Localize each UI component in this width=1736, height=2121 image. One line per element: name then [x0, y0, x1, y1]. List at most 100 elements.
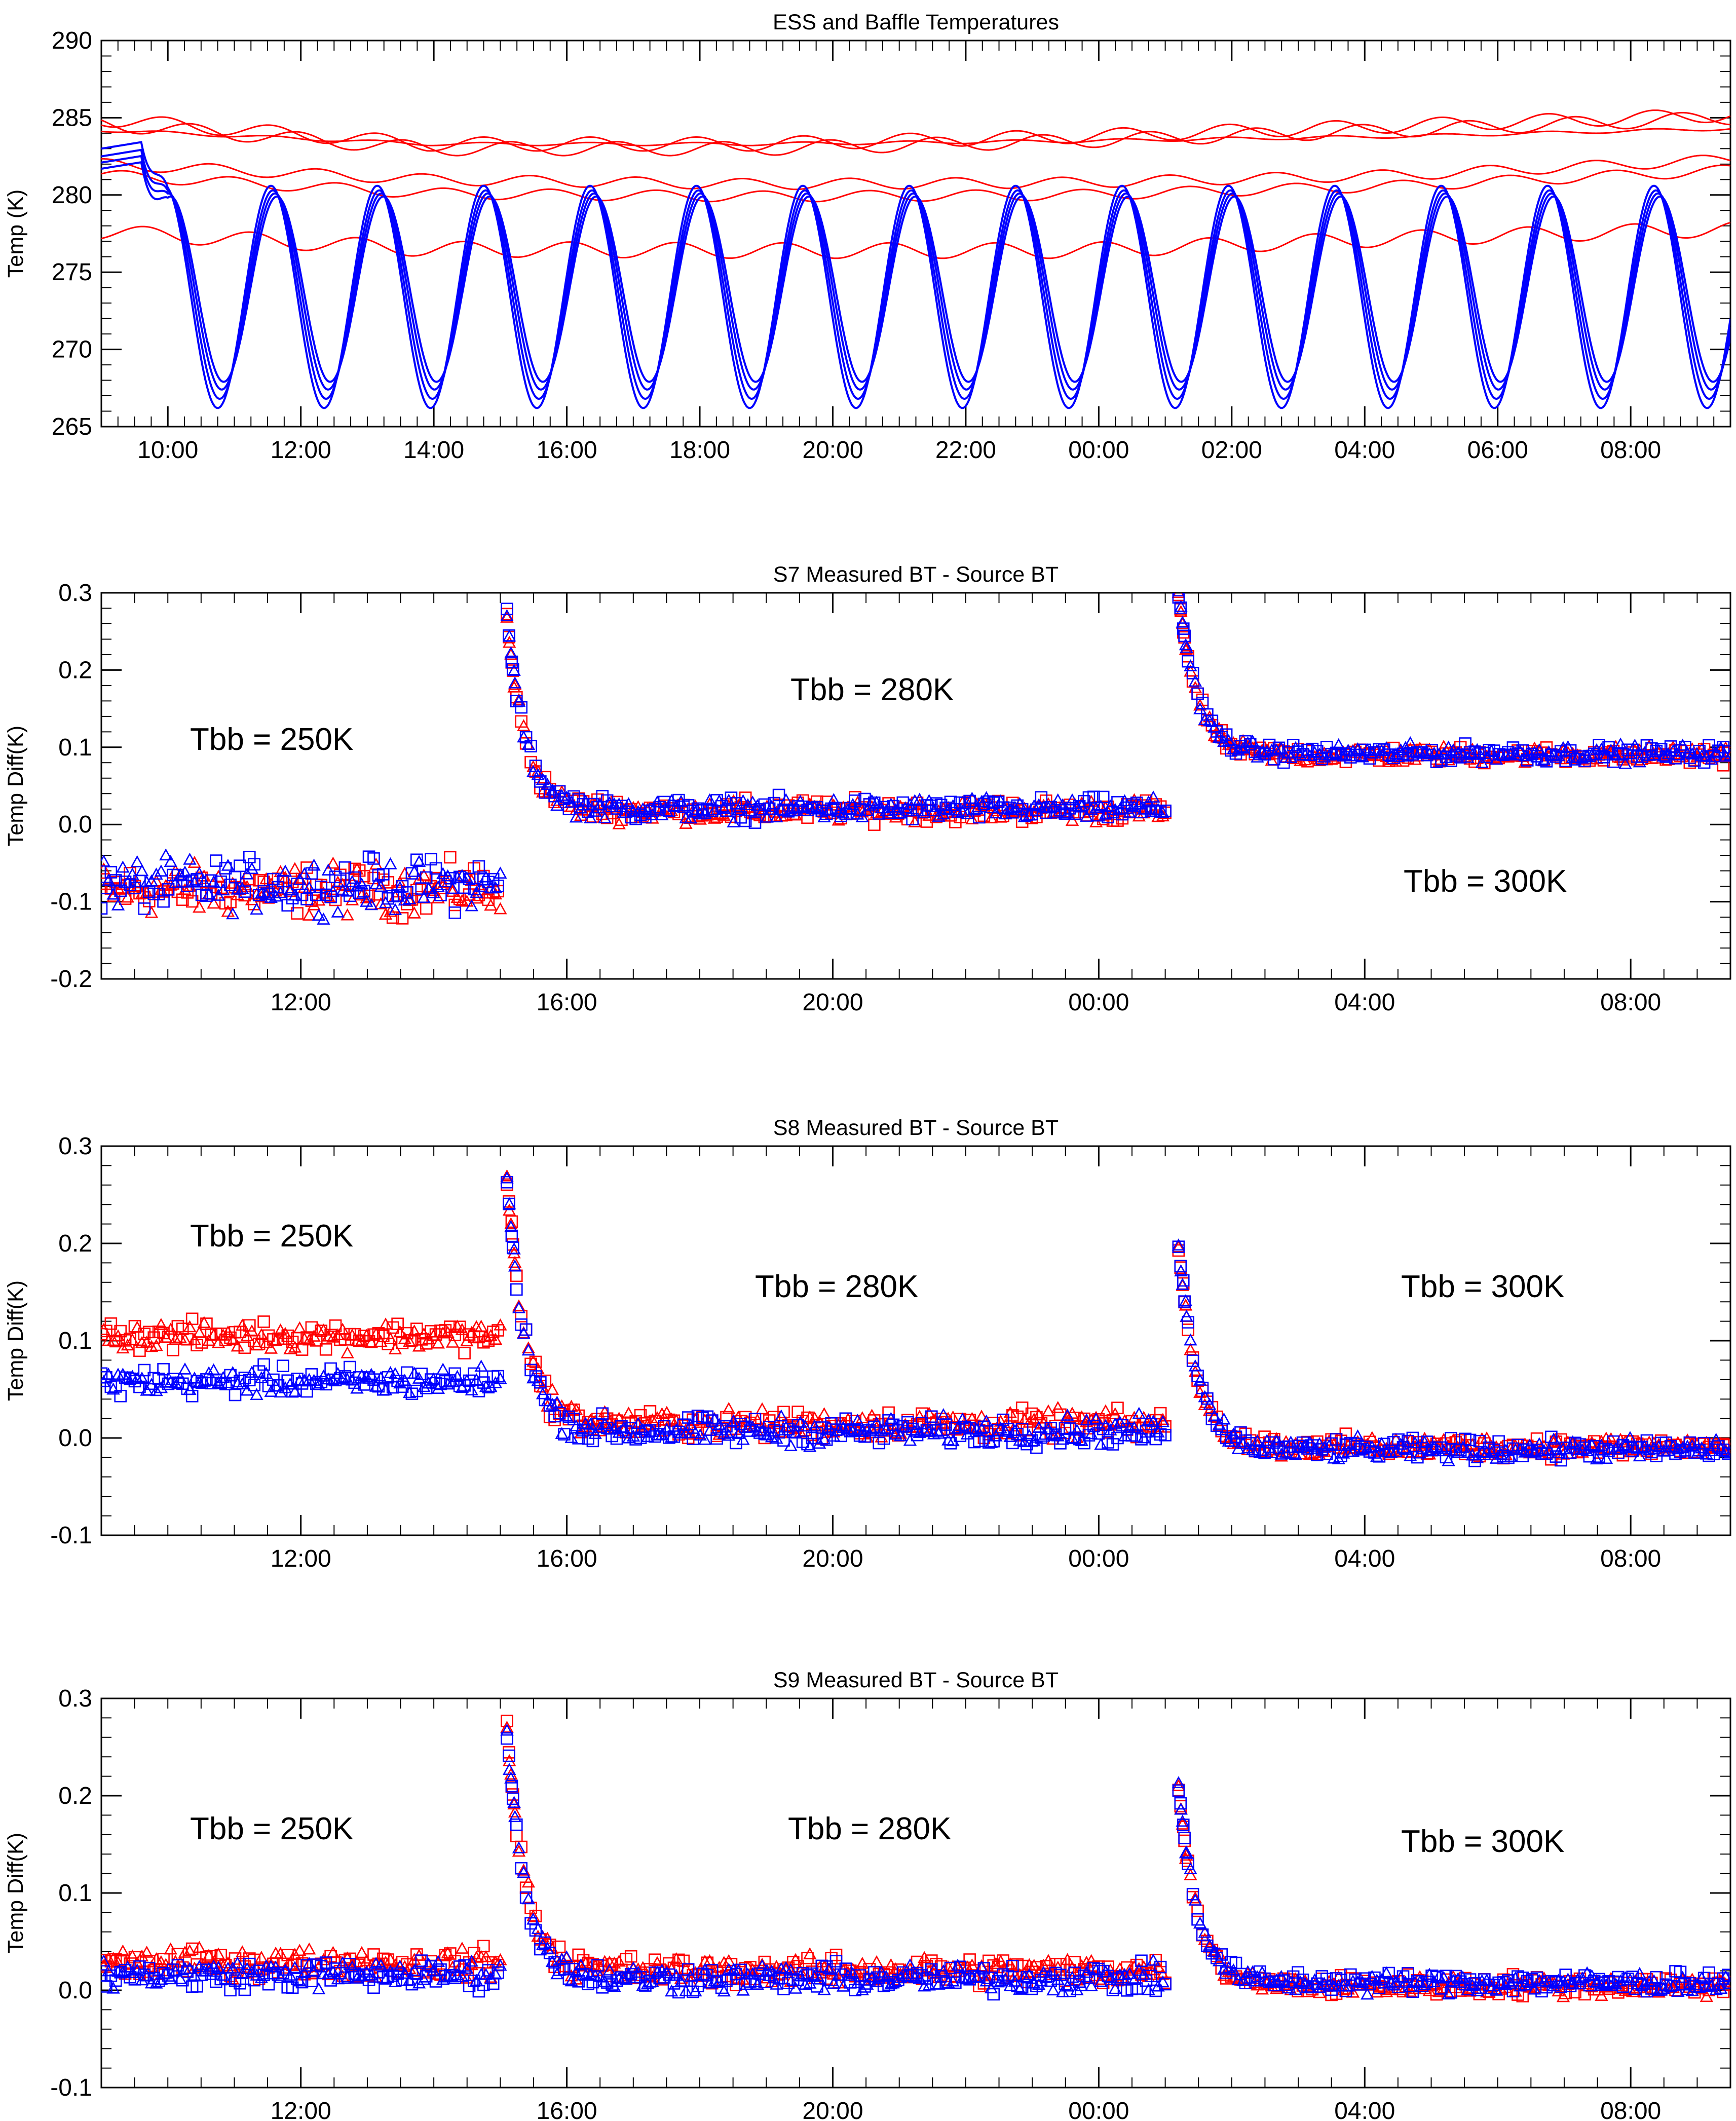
scatter-point	[167, 1373, 179, 1386]
x-tick-label: 12:00	[271, 1545, 331, 1572]
scatter-point	[631, 1417, 645, 1429]
scatter-point	[1106, 806, 1119, 819]
scatter-point	[569, 1403, 583, 1415]
scatter-point	[1180, 640, 1193, 653]
scatter-point	[634, 1409, 647, 1422]
scatter-point	[484, 898, 498, 911]
scatter-point	[398, 1966, 411, 1979]
scatter-point	[164, 1972, 177, 1985]
scatter-point	[341, 1970, 354, 1983]
scatter-point	[259, 1367, 273, 1379]
scatter-point	[1159, 1978, 1172, 1991]
scatter-point	[420, 871, 433, 884]
scatter-point	[770, 810, 783, 823]
series-line-baffle-6	[101, 221, 1730, 259]
scatter-point	[987, 796, 1000, 809]
scatter-point	[715, 1981, 728, 1994]
scatter-point	[803, 1440, 817, 1452]
panel-3: S8 Measured BT - Source BT Temp Diff(K) -0…	[4, 1116, 1731, 1572]
scatter-point	[248, 1379, 261, 1391]
scatter-point	[1717, 759, 1730, 772]
scatter-point	[1542, 1443, 1556, 1456]
scatter-point	[1059, 1978, 1072, 1990]
scatter-point	[1015, 1423, 1029, 1435]
scatter-point	[465, 1958, 478, 1971]
scatter-point	[183, 852, 197, 865]
scatter-point	[703, 1976, 716, 1989]
scatter-point	[913, 1426, 926, 1438]
scatter-point	[315, 880, 328, 893]
scatter-point	[1556, 741, 1570, 753]
scatter-point	[1463, 746, 1477, 759]
scatter-point	[393, 1325, 407, 1338]
scatter-point	[185, 1312, 199, 1325]
scatter-point	[1193, 1916, 1207, 1929]
scatter-point	[353, 886, 366, 899]
scatter-point	[1174, 1797, 1187, 1810]
scatter-point	[135, 1371, 149, 1384]
scatter-point	[231, 882, 244, 895]
scatter-point	[350, 1381, 364, 1394]
scatter-point	[224, 879, 237, 891]
scatter-point	[1387, 1978, 1400, 1991]
scatter-point	[526, 1912, 540, 1925]
scatter-point	[295, 888, 309, 901]
scatter-point	[1717, 741, 1730, 754]
scatter-point	[367, 1948, 380, 1961]
scatter-point	[391, 1317, 404, 1331]
scatter-point	[717, 1984, 731, 1997]
scatter-point	[687, 1432, 699, 1445]
scatter-point	[768, 797, 780, 810]
scatter-point	[1346, 1445, 1360, 1457]
scatter-point	[1092, 1427, 1105, 1440]
scatter-point	[1227, 1963, 1240, 1976]
scatter-point	[1287, 1970, 1300, 1983]
scatter-point	[410, 853, 423, 866]
scatter-point	[254, 1950, 269, 1963]
scatter-point	[202, 887, 216, 900]
scatter-point	[364, 1968, 378, 1981]
scatter-point	[401, 1366, 413, 1379]
scatter-point	[1306, 742, 1319, 755]
scatter-point	[1303, 749, 1317, 761]
scatter-point	[463, 873, 476, 885]
scatter-point	[494, 1318, 507, 1331]
scatter-point	[1685, 747, 1699, 760]
scatter-point	[1080, 1415, 1093, 1427]
scatter-point	[492, 1966, 504, 1979]
scatter-point	[1089, 815, 1103, 827]
scatter-point	[101, 874, 116, 886]
scatter-point	[248, 1334, 261, 1347]
x-tick-label: 04:00	[1334, 1545, 1395, 1572]
scatter-point	[1287, 739, 1300, 751]
scatter-point	[104, 1317, 118, 1330]
scatter-point	[577, 1424, 590, 1437]
scatter-point	[101, 1367, 108, 1380]
scatter-point	[1389, 1432, 1403, 1445]
scatter-point	[1220, 1431, 1233, 1445]
y-tick-label: 0.2	[58, 1783, 92, 1809]
scatter-point	[140, 1335, 154, 1348]
scatter-point	[384, 1332, 397, 1344]
scatter-point	[417, 891, 431, 903]
scatter-point	[500, 1171, 514, 1184]
scatter-point	[1174, 1264, 1188, 1277]
tbb-annotation-2: Tbb = 280K	[788, 1811, 951, 1846]
scatter-point	[545, 783, 559, 796]
scatter-point	[297, 1966, 311, 1979]
scatter-point	[954, 1960, 967, 1974]
scatter-point	[1442, 740, 1455, 753]
x-tick-label: 04:00	[1334, 437, 1395, 464]
scatter-point	[405, 867, 419, 880]
scatter-point	[135, 864, 149, 877]
scatter-point	[185, 1389, 199, 1403]
scatter-point	[1712, 1440, 1725, 1453]
chart-title: S9 Measured BT - Source BT	[773, 1668, 1059, 1692]
scatter-point	[1186, 667, 1199, 679]
scatter-point	[1068, 1966, 1081, 1979]
scatter-point	[140, 1969, 154, 1982]
x-tick-label: 12:00	[271, 437, 331, 464]
scatter-point	[1361, 743, 1374, 755]
scatter-point	[562, 803, 576, 815]
scatter-point	[465, 1383, 478, 1395]
